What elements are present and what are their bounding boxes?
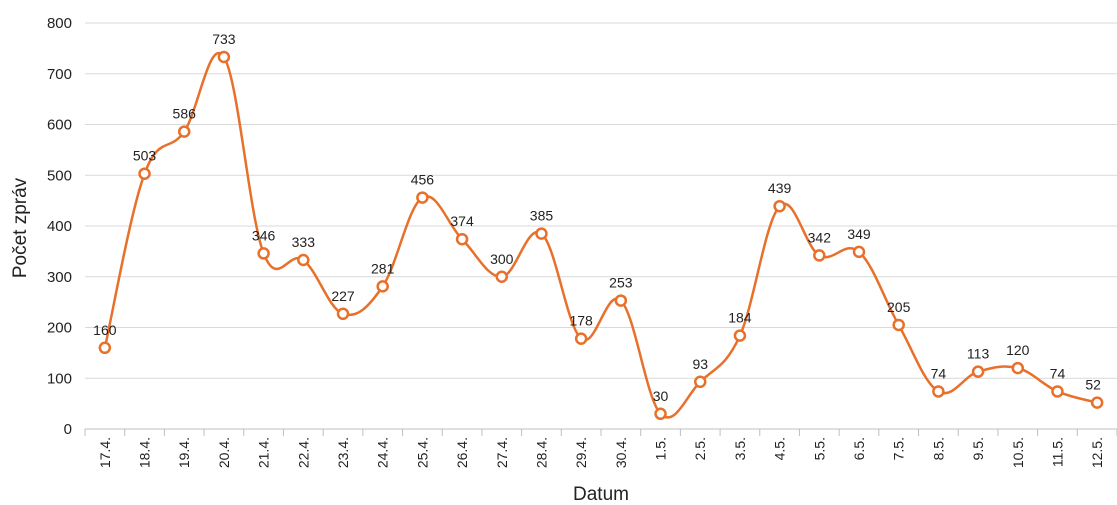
- data-point: [813, 249, 826, 262]
- data-point: [257, 247, 270, 260]
- data-label: 333: [292, 234, 316, 250]
- data-label: 184: [728, 310, 752, 326]
- data-point: [297, 253, 310, 267]
- data-label: 178: [569, 313, 593, 329]
- x-tick-label: 9.5.: [970, 437, 986, 460]
- x-tick-label: 24.4.: [375, 437, 391, 468]
- x-axis: [84, 428, 1117, 436]
- data-label: 30: [653, 388, 669, 404]
- data-point: [1090, 396, 1104, 409]
- data-label: 93: [692, 356, 708, 372]
- x-tick-label: 7.5.: [891, 437, 907, 460]
- data-point: [535, 227, 548, 240]
- x-tick-label: 3.5.: [732, 437, 748, 460]
- data-label: 52: [1085, 377, 1101, 393]
- x-tick-label: 6.5.: [851, 437, 867, 460]
- data-point: [376, 280, 389, 293]
- x-tick-label: 28.4.: [533, 437, 549, 468]
- data-point: [336, 307, 350, 321]
- y-tick-label: 400: [47, 218, 72, 235]
- data-point: [138, 167, 151, 180]
- x-tick-label: 8.5.: [930, 437, 946, 460]
- y-tick-label: 500: [47, 167, 72, 184]
- data-markers: [98, 50, 1104, 421]
- data-labels: 160 503 586 733 346 333 227 281 456 374 300 385 178 2…: [93, 31, 1101, 404]
- y-tick-label: 100: [47, 370, 72, 387]
- y-tick-label: 800: [47, 15, 72, 32]
- x-tick-label: 23.4.: [335, 437, 351, 468]
- data-label: 342: [808, 229, 832, 245]
- x-tick-label: 5.5.: [811, 437, 827, 460]
- data-point: [574, 332, 588, 345]
- data-point: [455, 232, 469, 246]
- x-tick-label: 1.5.: [653, 437, 669, 460]
- data-label: 160: [93, 322, 117, 338]
- data-label: 113: [967, 346, 990, 362]
- x-tick-label: 21.4.: [256, 437, 272, 468]
- gridlines: [85, 22, 1117, 379]
- data-point: [98, 341, 112, 355]
- x-tick-label: 4.5.: [772, 437, 788, 460]
- data-point: [1051, 385, 1064, 398]
- data-point: [177, 125, 191, 138]
- x-tick-label: 20.4.: [216, 437, 232, 468]
- y-tick-label: 0: [64, 421, 72, 438]
- data-point: [971, 365, 985, 378]
- data-label: 74: [1050, 365, 1066, 381]
- data-label: 205: [887, 299, 911, 315]
- data-label: 586: [173, 106, 197, 122]
- data-label: 253: [609, 275, 633, 291]
- data-point: [733, 329, 747, 342]
- x-tick-label: 19.4.: [176, 437, 192, 468]
- data-point: [217, 50, 231, 64]
- x-tick-label: 22.4.: [295, 437, 311, 468]
- y-tick-label: 200: [47, 320, 72, 337]
- y-axis-ticks: 0 100 200 300 400 500 600 700 800: [47, 15, 72, 438]
- data-label: 349: [847, 226, 871, 242]
- y-tick-label: 600: [47, 117, 72, 134]
- y-tick-label: 700: [47, 66, 72, 83]
- x-tick-label: 12.5.: [1089, 437, 1105, 468]
- y-tick-label: 300: [47, 269, 72, 286]
- data-label: 456: [411, 172, 435, 188]
- data-label: 346: [252, 227, 276, 243]
- x-axis-title: Datum: [573, 484, 629, 505]
- x-tick-label: 2.5.: [692, 437, 708, 460]
- data-point: [892, 318, 905, 332]
- data-label: 374: [450, 213, 474, 229]
- x-tick-label: 18.4.: [137, 437, 153, 468]
- data-point: [693, 375, 707, 389]
- y-axis-title: Počet zpráv: [10, 177, 31, 278]
- data-point: [852, 245, 866, 259]
- data-label: 385: [530, 208, 554, 224]
- x-tick-label: 17.4.: [97, 437, 113, 468]
- data-point: [416, 191, 429, 204]
- x-tick-label: 29.4.: [573, 437, 589, 468]
- x-tick-label: 26.4.: [454, 437, 470, 468]
- data-point: [773, 199, 786, 213]
- x-tick-label: 30.4.: [613, 437, 629, 468]
- data-label: 439: [768, 180, 792, 196]
- data-label: 74: [931, 365, 947, 381]
- data-label: 227: [331, 288, 355, 304]
- data-label: 281: [371, 260, 395, 276]
- x-tick-label: 11.5.: [1049, 437, 1065, 467]
- x-tick-label: 27.4.: [494, 437, 510, 468]
- data-label: 503: [133, 148, 157, 164]
- data-point: [614, 294, 628, 307]
- x-tick-label: 10.5.: [1010, 437, 1026, 468]
- data-point: [932, 385, 945, 398]
- x-tick-label: 25.4.: [414, 437, 430, 468]
- data-label: 733: [212, 31, 236, 47]
- data-label: 300: [490, 251, 514, 267]
- data-point: [1011, 361, 1025, 375]
- data-point: [654, 407, 667, 421]
- data-label: 120: [1006, 342, 1030, 358]
- x-axis-ticks: 17.4. 18.4. 19.4. 20.4. 21.4. 22.4. 23.4. 24.4.…: [97, 437, 1105, 468]
- data-point: [495, 270, 509, 283]
